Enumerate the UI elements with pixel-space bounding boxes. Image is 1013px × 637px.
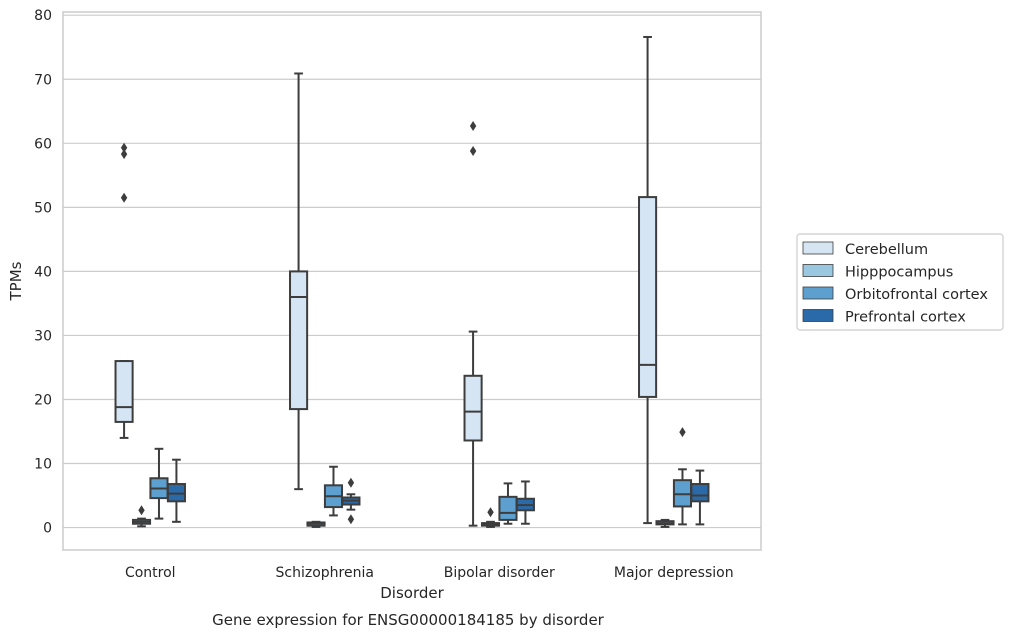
box-iqr: [498, 495, 518, 521]
box-orbitofrontal-cortex: [149, 447, 169, 520]
x-tick-label: Major depression: [614, 565, 734, 581]
x-axis-label: Disorder: [380, 584, 444, 602]
y-axis-ticks: 0 10 20 30 40 50 60 70 80: [34, 8, 52, 536]
outlier-point: [487, 507, 494, 518]
outlier-point: [469, 145, 477, 156]
outlier-point: [120, 192, 128, 203]
y-axis-label: TPMs: [7, 261, 25, 301]
outlier-point: [120, 142, 128, 153]
box-hipppocampus: [131, 505, 152, 528]
box-hipppocampus: [480, 507, 501, 528]
box-orbitofrontal-cortex: [323, 465, 344, 517]
box-iqr: [289, 270, 309, 411]
box-prefrontal-cortex: [166, 458, 186, 523]
y-tick-label: 50: [34, 200, 52, 216]
box-hipppocampus: [306, 520, 326, 528]
box-iqr: [638, 196, 658, 398]
y-tick-label: 40: [34, 264, 52, 280]
x-axis-ticks: Control Schizophrenia Bipolar disorder Majo…: [125, 565, 734, 581]
outlier-point: [469, 121, 477, 132]
legend-label: Prefrontal cortex: [845, 310, 966, 326]
outlier-point: [347, 514, 355, 525]
box-cerebellum: [463, 121, 483, 527]
outlier-point: [679, 427, 686, 438]
box-hipppocampus: [655, 518, 675, 528]
y-tick-label: 30: [34, 328, 52, 344]
outlier-point: [347, 477, 355, 488]
figure-caption: Gene expression for ENSG00000184185 by d…: [212, 611, 605, 629]
box-cerebellum: [289, 72, 309, 491]
legend-label: Hipppocampus: [845, 265, 953, 281]
y-tick-label: 0: [43, 521, 52, 537]
y-tick-label: 10: [34, 457, 52, 473]
legend-swatch: [802, 241, 834, 255]
box-iqr: [690, 483, 710, 503]
x-tick-label: Schizophrenia: [276, 565, 374, 581]
y-tick-label: 20: [34, 392, 52, 408]
legend: Cerebellum Hipppocampus Orbitofrontal cort…: [796, 233, 1004, 331]
outlier-point: [120, 149, 128, 160]
y-tick-label: 80: [34, 8, 52, 24]
box-cerebellum: [114, 142, 134, 439]
box-prefrontal-cortex: [515, 480, 535, 525]
box-orbitofrontal-cortex: [498, 482, 518, 525]
legend-label: Orbitofrontal cortex: [845, 287, 988, 303]
y-tick-label: 60: [34, 136, 52, 152]
box-orbitofrontal-cortex: [672, 427, 693, 526]
legend-swatch: [802, 309, 834, 322]
grid-lines: [63, 14, 761, 529]
box-prefrontal-cortex: [690, 469, 710, 526]
legend-label: Cerebellum: [845, 242, 928, 258]
box-iqr: [114, 360, 134, 423]
outlier-point: [138, 505, 145, 516]
x-tick-label: Control: [125, 565, 176, 581]
box-plot-marks: [114, 35, 710, 528]
y-tick-label: 70: [34, 72, 52, 88]
legend-frame: [796, 233, 1004, 331]
legend-swatch: [802, 286, 834, 300]
x-tick-label: Bipolar disorder: [444, 565, 555, 581]
plot-area-frame: [62, 11, 762, 551]
legend-swatch: [802, 264, 834, 277]
box-cerebellum: [638, 35, 658, 525]
box-iqr: [463, 374, 483, 442]
box-prefrontal-cortex: [341, 477, 361, 525]
